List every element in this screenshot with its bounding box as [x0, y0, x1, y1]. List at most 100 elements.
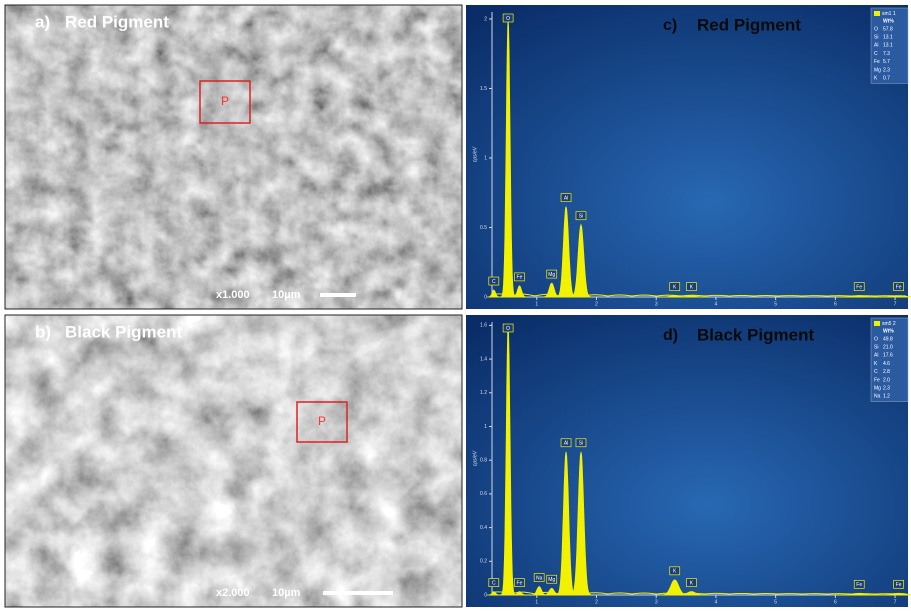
spectrum-peak — [872, 295, 911, 298]
peak-label-box — [502, 13, 514, 23]
peak-label-box — [546, 269, 558, 279]
spectrum-peak — [500, 18, 516, 298]
legend-value: 13.1 — [883, 35, 893, 41]
peak-label-box — [488, 578, 500, 587]
spectrum-background — [466, 5, 908, 309]
spectrum-peak — [675, 591, 708, 596]
legend-box — [870, 317, 909, 402]
legend-element: Si — [874, 35, 878, 41]
peak-label-box — [575, 438, 587, 448]
spectrum-background — [466, 315, 908, 607]
legend-element: Mg — [874, 386, 881, 392]
peak-label-box — [514, 272, 525, 282]
scale-text: 10µm — [272, 587, 301, 599]
peak-label: Al — [564, 195, 568, 201]
peak-label-box — [502, 323, 514, 333]
peak-label: K — [673, 569, 677, 575]
peak-label: K — [673, 284, 677, 290]
spectrum-peak — [569, 223, 592, 298]
panel-border — [4, 314, 463, 608]
peak-label: Mg — [548, 577, 555, 583]
legend-element: Fe — [874, 377, 880, 383]
legend-value: 7.3 — [883, 51, 890, 57]
panel-title: Black Pigment — [65, 322, 182, 341]
analysis-marker: P — [318, 414, 326, 428]
x-tick-label: 5 — [774, 301, 777, 307]
y-axis-label: cps/eV — [472, 146, 478, 162]
legend-box — [870, 7, 909, 84]
y-axis-label: cps/eV — [472, 450, 478, 466]
y-tick-label: 2 — [484, 16, 487, 22]
y-tick-label: 0.5 — [480, 225, 487, 231]
spectrum-peak — [487, 289, 501, 298]
peak-label-box — [533, 573, 545, 582]
y-tick-label: 1.5 — [480, 86, 487, 92]
legend-value: 13.1 — [883, 43, 893, 49]
legend-swatch — [874, 321, 880, 326]
x-tick-label: 7 — [894, 599, 897, 605]
y-tick-label: 1.4 — [480, 356, 487, 362]
peak-label-box — [893, 282, 904, 291]
x-tick-label: 6 — [834, 301, 837, 307]
y-tick-label: 0.4 — [480, 525, 487, 531]
panel-label: b) — [35, 322, 51, 341]
x-tick-label: 5 — [774, 599, 777, 605]
legend-value: 1.2 — [883, 394, 890, 400]
peak-label: Fe — [856, 284, 862, 290]
peak-label: Si — [579, 214, 583, 220]
x-tick-label: 1 — [535, 599, 538, 605]
x-tick-label: 3 — [655, 599, 658, 605]
spectrum-peak — [569, 451, 592, 596]
spectrum-title: Black Pigment — [697, 325, 814, 344]
y-tick-label: 0.6 — [480, 491, 487, 497]
panel-label: a) — [35, 12, 50, 31]
peak-label-box — [686, 578, 697, 587]
peak-label: Al — [564, 441, 568, 447]
peak-label: Na — [536, 575, 543, 581]
scale-bar — [320, 293, 356, 297]
y-tick-label: 1.6 — [480, 323, 487, 329]
peak-label-box — [686, 282, 697, 291]
peak-label-box — [669, 282, 681, 291]
x-tick-label: 4 — [715, 301, 718, 307]
spectrum-label: d) — [663, 327, 678, 344]
legend-element: Al — [874, 353, 878, 359]
analysis-box — [296, 401, 348, 443]
legend-value: 17.6 — [883, 353, 893, 359]
y-tick-label: 1 — [484, 424, 487, 430]
sem-image — [5, 315, 462, 607]
peak-label: Fe — [896, 284, 902, 290]
legend-element: Al — [874, 43, 878, 49]
legend-element: Na — [874, 394, 881, 400]
legend-element: Si — [874, 345, 878, 351]
x-tick-label: 3 — [655, 301, 658, 307]
peak-label-box — [853, 579, 865, 589]
spectrum-peak — [511, 285, 528, 298]
peak-label-box — [853, 282, 865, 291]
peak-label: Fe — [896, 582, 902, 588]
legend-value: 4.6 — [883, 361, 890, 367]
legend-element: K — [874, 361, 878, 367]
legend-value: 0.7 — [883, 76, 890, 82]
magnification: x1.000 — [216, 289, 250, 301]
peak-label-box — [893, 579, 904, 589]
peak-label: K — [690, 580, 694, 586]
peak-label-box — [560, 438, 572, 448]
x-tick-label: 4 — [715, 599, 718, 605]
legend-value: 2.3 — [883, 67, 890, 73]
legend-header: Wt% — [883, 18, 894, 24]
x-tick-label: 6 — [834, 599, 837, 605]
x-tick-label: 2 — [595, 599, 598, 605]
legend-element: K — [874, 76, 878, 82]
y-tick-label: 0 — [484, 592, 487, 598]
peak-label: O — [506, 326, 510, 332]
y-tick-label: 0 — [484, 294, 487, 300]
spectrum-label: c) — [663, 17, 677, 34]
peak-label: Mg — [548, 272, 555, 278]
spectrum-peak — [675, 295, 708, 298]
peak-label: K — [690, 284, 694, 290]
legend-value: 57.8 — [883, 26, 893, 32]
x-tick-label: 7 — [894, 301, 897, 307]
legend-element: C — [874, 51, 878, 57]
